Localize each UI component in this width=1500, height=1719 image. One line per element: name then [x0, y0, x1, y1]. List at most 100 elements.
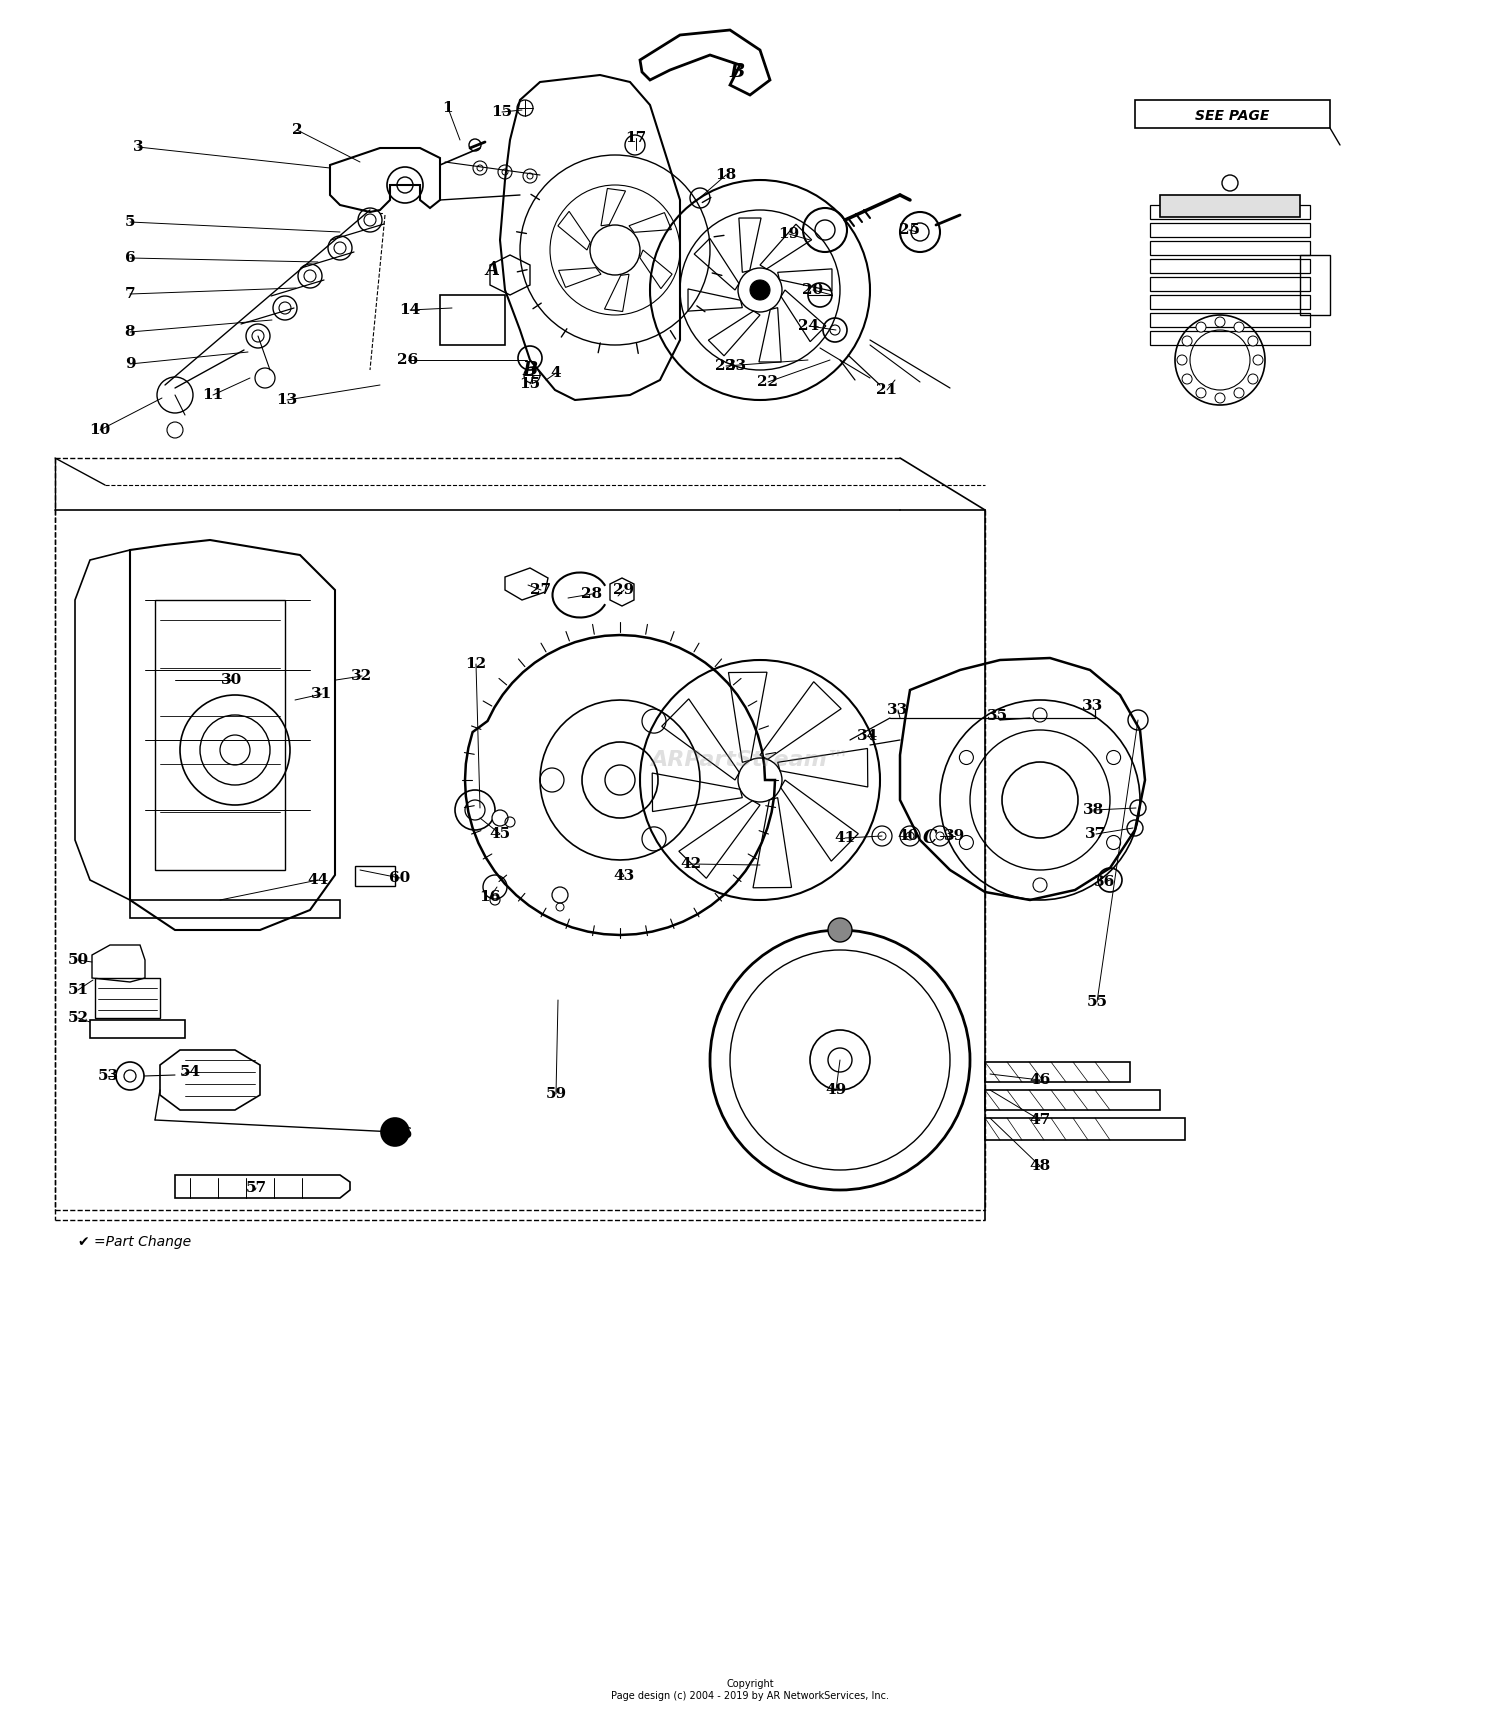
- Circle shape: [1178, 356, 1186, 364]
- Text: 54: 54: [180, 1066, 201, 1080]
- Circle shape: [1248, 375, 1258, 383]
- Circle shape: [1215, 316, 1225, 327]
- Text: 17: 17: [626, 131, 646, 144]
- Text: 27: 27: [531, 583, 552, 596]
- Text: 41: 41: [834, 830, 855, 846]
- Bar: [986, 1090, 1160, 1110]
- Bar: [1160, 194, 1300, 217]
- Bar: [90, 1019, 184, 1038]
- Text: 20: 20: [802, 284, 824, 297]
- Text: ARPartStream™: ARPartStream™: [651, 749, 849, 770]
- Text: 3: 3: [132, 139, 144, 155]
- Text: 15: 15: [492, 105, 513, 119]
- Text: B: B: [522, 361, 537, 378]
- Text: 59: 59: [546, 1086, 567, 1100]
- Text: 29: 29: [614, 583, 634, 596]
- Text: 45: 45: [489, 827, 510, 841]
- Text: 14: 14: [399, 303, 420, 316]
- Text: 56: 56: [392, 1128, 412, 1141]
- Text: 21: 21: [876, 383, 897, 397]
- Circle shape: [381, 1117, 410, 1147]
- Text: 38: 38: [1083, 803, 1104, 817]
- Bar: [1136, 100, 1330, 127]
- Text: 32: 32: [351, 669, 372, 682]
- Text: 22: 22: [758, 375, 778, 388]
- Bar: [356, 866, 395, 885]
- Text: 23: 23: [726, 359, 747, 373]
- Text: 52: 52: [68, 1011, 88, 1025]
- Text: 4: 4: [550, 366, 561, 380]
- Circle shape: [1234, 388, 1244, 397]
- Text: 2: 2: [291, 124, 302, 138]
- Text: C: C: [922, 829, 938, 847]
- Text: 57: 57: [246, 1181, 267, 1195]
- Circle shape: [1234, 321, 1244, 332]
- Text: 55: 55: [1086, 995, 1107, 1009]
- Text: 44: 44: [308, 873, 328, 887]
- Text: 13: 13: [276, 394, 297, 407]
- Text: ✔ =Part Change: ✔ =Part Change: [78, 1234, 190, 1250]
- Text: Copyright
Page design (c) 2004 - 2019 by AR NetworkServices, Inc.: Copyright Page design (c) 2004 - 2019 by…: [610, 1679, 890, 1700]
- Text: 26: 26: [398, 352, 418, 366]
- Bar: [986, 1062, 1130, 1081]
- Text: 16: 16: [480, 890, 501, 904]
- Text: 7: 7: [124, 287, 135, 301]
- Text: 37: 37: [1086, 827, 1107, 841]
- Circle shape: [1215, 394, 1225, 402]
- Text: 43: 43: [614, 870, 634, 884]
- Text: 25: 25: [898, 223, 920, 237]
- Text: A: A: [484, 261, 500, 278]
- Text: 49: 49: [825, 1083, 846, 1097]
- Text: 35: 35: [987, 708, 1008, 724]
- Text: 33: 33: [1083, 700, 1104, 713]
- Text: 11: 11: [202, 388, 223, 402]
- Bar: [1150, 223, 1310, 237]
- Text: 34: 34: [858, 729, 879, 743]
- Bar: [1150, 332, 1310, 346]
- Text: 10: 10: [90, 423, 111, 437]
- Text: 47: 47: [1029, 1112, 1050, 1128]
- Text: 33: 33: [888, 703, 909, 717]
- Bar: [94, 978, 160, 1018]
- Bar: [1150, 260, 1310, 273]
- Text: 8: 8: [124, 325, 135, 339]
- Circle shape: [1248, 335, 1258, 346]
- Circle shape: [1196, 388, 1206, 397]
- Text: 1: 1: [442, 101, 453, 115]
- Circle shape: [1252, 356, 1263, 364]
- Circle shape: [1182, 335, 1192, 346]
- Bar: [154, 600, 285, 870]
- Text: 39: 39: [945, 829, 966, 842]
- Bar: [1150, 296, 1310, 309]
- Bar: [130, 901, 340, 918]
- Text: 5: 5: [124, 215, 135, 229]
- Circle shape: [1182, 375, 1192, 383]
- Text: 28: 28: [582, 586, 603, 602]
- Text: 23: 23: [716, 359, 736, 373]
- Text: 36: 36: [1095, 875, 1116, 889]
- Text: 9: 9: [124, 358, 135, 371]
- Circle shape: [828, 918, 852, 942]
- Text: 19: 19: [778, 227, 800, 241]
- Text: 12: 12: [465, 657, 486, 670]
- Circle shape: [1196, 321, 1206, 332]
- Bar: [1300, 254, 1330, 315]
- Text: 24: 24: [798, 320, 819, 333]
- Bar: [986, 1117, 1185, 1140]
- Text: 18: 18: [716, 168, 736, 182]
- Bar: [1150, 205, 1310, 218]
- Text: 48: 48: [1029, 1159, 1050, 1172]
- Text: 40: 40: [897, 829, 918, 842]
- Bar: [1150, 241, 1310, 254]
- Text: 42: 42: [681, 858, 702, 872]
- Text: 60: 60: [390, 872, 411, 885]
- Bar: [440, 296, 506, 346]
- Text: 15: 15: [519, 376, 540, 390]
- Text: B: B: [729, 64, 744, 81]
- Text: 51: 51: [68, 983, 88, 997]
- Bar: [1150, 313, 1310, 327]
- Text: 30: 30: [222, 674, 243, 688]
- Text: 50: 50: [68, 952, 88, 968]
- Text: 46: 46: [1029, 1073, 1050, 1086]
- Text: 53: 53: [98, 1069, 118, 1083]
